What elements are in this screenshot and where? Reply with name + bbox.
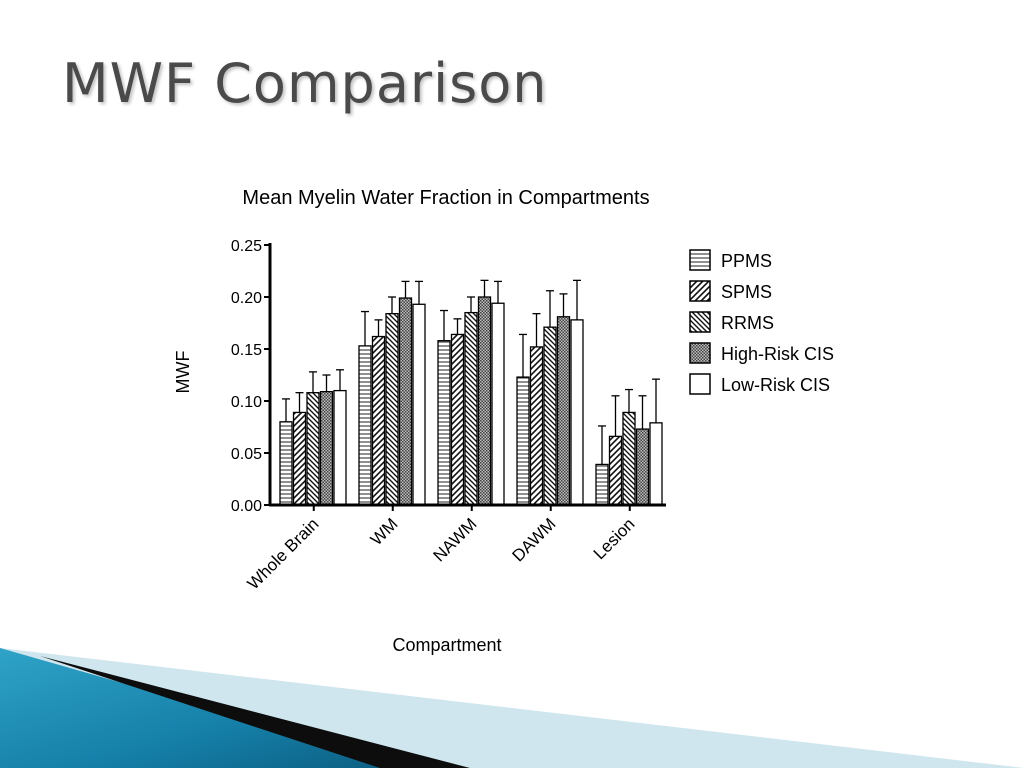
- y-tick-label: 0.05: [231, 446, 262, 463]
- bar-2-0: [437, 340, 451, 506]
- bar-0-3: [319, 390, 334, 506]
- bar-2-3: [477, 296, 492, 506]
- y-tick-label: 0.00: [231, 498, 262, 515]
- bar-2-1: [450, 333, 465, 506]
- x-tick-label: WM: [367, 514, 402, 549]
- bar-0-4: [333, 389, 347, 506]
- bar-2-2: [464, 311, 478, 506]
- bar-3-0: [516, 376, 530, 506]
- bar-chart: Mean Myelin Water Fraction in Compartmen…: [173, 187, 834, 655]
- bar-4-3: [635, 428, 650, 506]
- bar-1-0: [358, 345, 372, 506]
- footer-dark-stripe: [40, 656, 470, 768]
- bar-1-1: [371, 335, 386, 506]
- y-tick-label: 0.15: [231, 342, 262, 359]
- bar-1-3: [398, 297, 413, 506]
- bar-3-1: [529, 346, 544, 506]
- bar-2-4: [491, 302, 505, 506]
- bar-3-2: [543, 326, 557, 506]
- bar-1-4: [412, 303, 426, 506]
- bar-4-1: [608, 435, 623, 506]
- x-axis-label: Compartment: [392, 635, 501, 655]
- chart-title: Mean Myelin Water Fraction in Compartmen…: [242, 187, 649, 209]
- x-tick-label: DAWM: [509, 514, 560, 565]
- x-tick-label: NAWM: [430, 514, 481, 565]
- y-axis-label: MWF: [173, 351, 193, 394]
- legend-label: SPMS: [721, 282, 772, 302]
- y-tick-label: 0.10: [231, 394, 262, 411]
- legend-label: RRMS: [721, 313, 774, 333]
- x-tick-label: Lesion: [590, 514, 639, 563]
- bar-0-2: [306, 392, 320, 506]
- y-tick-label: 0.25: [231, 238, 262, 255]
- x-tick-label: Whole Brain: [244, 514, 323, 593]
- legend-swatch: [689, 249, 711, 271]
- y-tick-label: 0.20: [231, 290, 262, 307]
- bar-0-0: [279, 421, 293, 506]
- legend-swatch: [689, 373, 711, 395]
- x-axis-ticks: Whole Brain WM NAWM DAWM Lesion: [244, 505, 639, 593]
- legend-swatch: [689, 280, 711, 302]
- bar-1-2: [385, 312, 399, 506]
- bar-4-0: [595, 463, 609, 506]
- bar-0-1: [292, 411, 307, 506]
- legend-label: Low-Risk CIS: [721, 375, 830, 395]
- bar-3-3: [556, 316, 571, 506]
- slide-title: MWF Comparison: [62, 52, 548, 115]
- footer-decoration: [0, 648, 1024, 768]
- bar-3-4: [570, 319, 584, 506]
- bar-4-2: [622, 411, 636, 506]
- bars: [279, 279, 663, 506]
- legend: PPMS SPMS RRMS High-Risk CIS Low-Risk CIS: [689, 249, 834, 395]
- y-axis-ticks: 0.00 0.05 0.10 0.15 0.20 0.25: [231, 238, 270, 515]
- legend-label: High-Risk CIS: [721, 344, 834, 364]
- bar-4-4: [649, 422, 663, 506]
- legend-swatch: [689, 311, 711, 333]
- legend-swatch: [689, 342, 711, 364]
- legend-label: PPMS: [721, 251, 772, 271]
